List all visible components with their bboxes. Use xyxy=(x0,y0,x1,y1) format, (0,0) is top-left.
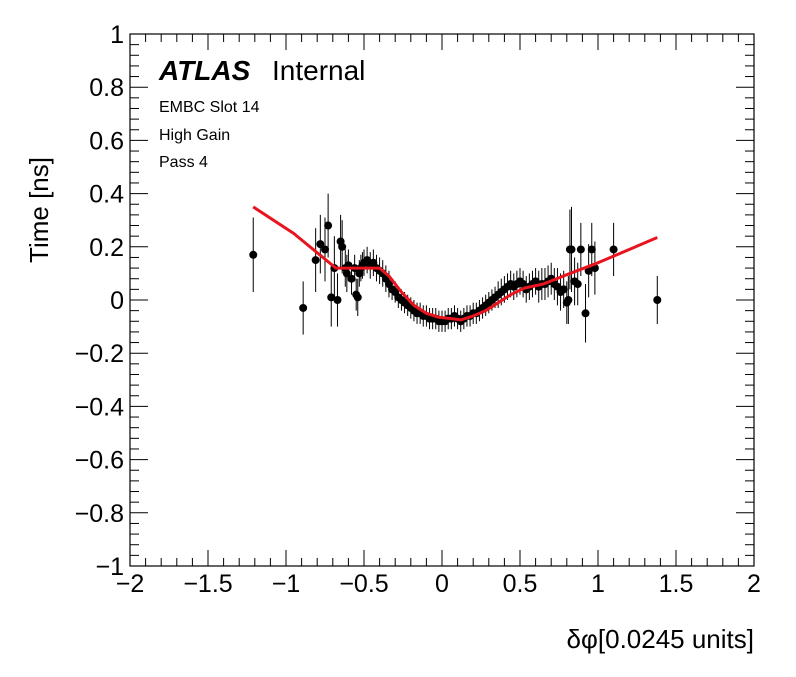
data-point xyxy=(333,296,342,304)
x-tick-label: 1 xyxy=(591,570,605,598)
x-tick-label: −1 xyxy=(272,570,301,598)
data-point xyxy=(567,245,576,254)
x-tick-label: −2 xyxy=(116,570,145,598)
x-tick-label: −1.5 xyxy=(183,570,232,598)
fit-curve xyxy=(252,205,658,322)
y-tick-label: 0.4 xyxy=(89,181,124,209)
data-point xyxy=(564,296,573,304)
x-tick-label: 1.5 xyxy=(659,570,694,598)
axis-tick-labels: −2 −1.5 −1 −0.5 0 0.5 1 1.5 2 −1 −0.8 −0.6 −0.4 −0.2 0… xyxy=(75,21,761,598)
data-point xyxy=(584,266,593,275)
y-tick-label: −1 xyxy=(95,553,124,581)
data-point xyxy=(311,256,320,265)
data-point xyxy=(327,293,336,302)
data-point xyxy=(559,285,568,294)
data-point xyxy=(249,250,258,259)
data-point xyxy=(338,242,347,251)
data-series xyxy=(249,193,662,343)
data-point xyxy=(316,240,325,249)
plot-frame xyxy=(129,33,755,567)
atlas-label: ATLAS xyxy=(158,55,251,86)
data-point xyxy=(299,303,308,312)
data-point xyxy=(653,296,662,304)
data-point xyxy=(581,309,590,318)
y-tick-label: 0.8 xyxy=(89,74,124,102)
annotation-detector: EMBC Slot 14 xyxy=(159,99,260,116)
data-point xyxy=(576,245,585,254)
axis-ticks xyxy=(129,33,755,567)
x-tick-label: −0.5 xyxy=(339,570,388,598)
data-point xyxy=(353,293,362,302)
annotation-pass: Pass 4 xyxy=(159,154,208,171)
y-tick-label: −0.8 xyxy=(75,500,124,528)
y-tick-label: 0 xyxy=(110,287,124,315)
data-point xyxy=(609,245,618,254)
data-point xyxy=(573,280,582,289)
y-tick-label: −0.6 xyxy=(75,447,124,475)
y-tick-label: 0.2 xyxy=(89,234,124,262)
x-axis-title: δφ[0.0245 units] xyxy=(567,624,754,654)
y-tick-label: 1 xyxy=(110,21,124,49)
data-point xyxy=(321,245,329,254)
atlas-status-label: Internal xyxy=(272,55,365,86)
annotation-gain: High Gain xyxy=(159,127,230,144)
y-tick-label: −0.2 xyxy=(75,340,124,368)
y-tick-label: −0.4 xyxy=(75,393,124,421)
data-point xyxy=(587,245,596,254)
data-point xyxy=(347,274,356,283)
data-point xyxy=(324,221,333,230)
y-tick-label: 0.6 xyxy=(89,127,124,155)
x-tick-label: 2 xyxy=(747,570,761,598)
x-tick-label: 0.5 xyxy=(503,570,538,598)
y-axis-title: Time [ns] xyxy=(24,157,54,263)
x-tick-label: 0 xyxy=(435,570,449,598)
